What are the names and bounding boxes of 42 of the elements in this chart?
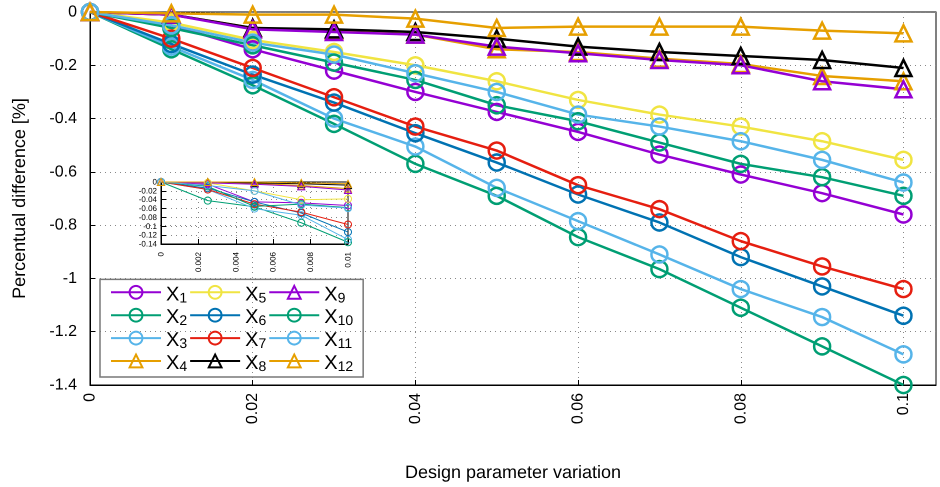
- y-tick-label: -0.04: [138, 195, 158, 204]
- x-tick-label: 0.02: [244, 392, 262, 424]
- y-tick-label: -0.2: [49, 56, 78, 74]
- legend-label: X7: [245, 329, 266, 352]
- x-tick-label: 0.01: [344, 251, 352, 268]
- legend-label: X12: [324, 352, 354, 374]
- y-tick-label: -0.08: [138, 212, 158, 222]
- legend-label: X10: [324, 306, 354, 328]
- legend-label: X8: [245, 352, 266, 374]
- legend-label: X11: [324, 329, 352, 352]
- x-tick-label: 0.006: [268, 251, 278, 272]
- x-tick-label: 0.1: [894, 392, 912, 416]
- y-tick-label: -1.4: [49, 376, 78, 394]
- legend-label: X4: [166, 352, 188, 374]
- y-tick-label: -0.8: [49, 216, 78, 234]
- x-axis-title: Design parameter variation: [404, 462, 622, 482]
- y-tick-label: -0.6: [49, 163, 78, 180]
- legend-label: X3: [166, 329, 188, 352]
- legend-label: X5: [245, 283, 266, 306]
- x-tick-label: 0.002: [194, 251, 203, 272]
- y-tick-label: -0.4: [49, 110, 78, 128]
- y-tick-label: 0: [152, 178, 158, 186]
- y-tick-label: -0.02: [138, 186, 158, 196]
- x-tick-label: 0: [156, 251, 166, 256]
- y-tick-label: -0.1: [143, 222, 158, 231]
- y-axis-title: Percentual difference [%]: [9, 98, 29, 299]
- x-tick-label: 0.004: [231, 251, 240, 272]
- x-tick-label: 0.008: [306, 251, 316, 272]
- x-tick-label: 0.08: [732, 392, 750, 424]
- x-tick-label: 0.06: [570, 392, 587, 424]
- x-tick-label: 0: [82, 392, 98, 402]
- y-tick-label: -0.12: [138, 230, 158, 240]
- legend-label: X2: [166, 306, 188, 328]
- y-tick-label: -0.06: [138, 204, 158, 214]
- y-tick-label: 0: [68, 4, 78, 20]
- legend-label: X6: [245, 306, 266, 328]
- y-tick-label: -1: [62, 270, 78, 287]
- legend-label: X1: [166, 283, 188, 306]
- y-tick-label: -1.2: [49, 323, 78, 340]
- legend-label: X9: [324, 283, 346, 306]
- x-tick-label: 0.04: [406, 392, 424, 424]
- y-tick-label: -0.14: [138, 240, 158, 248]
